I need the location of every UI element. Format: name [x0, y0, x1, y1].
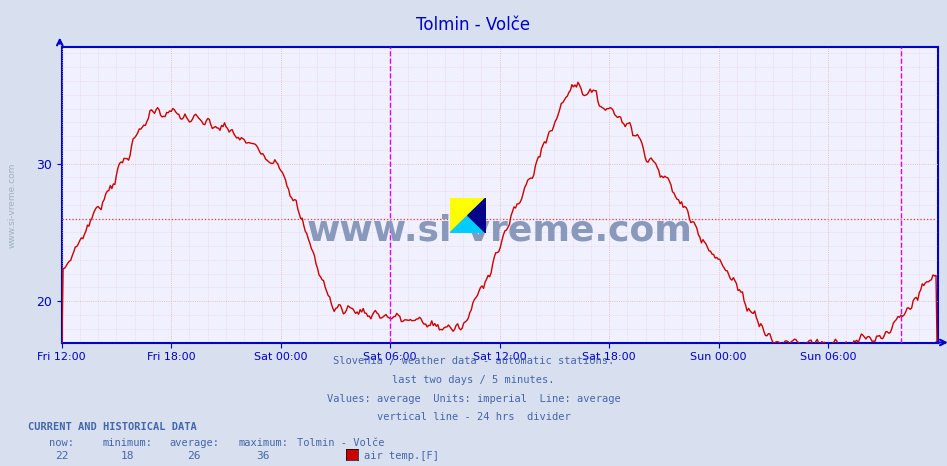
Text: Values: average  Units: imperial  Line: average: Values: average Units: imperial Line: av… — [327, 394, 620, 404]
Text: air temp.[F]: air temp.[F] — [364, 451, 438, 460]
Text: CURRENT AND HISTORICAL DATA: CURRENT AND HISTORICAL DATA — [28, 422, 197, 432]
Text: www.si-vreme.com: www.si-vreme.com — [307, 213, 692, 247]
Text: Tolmin - Volče: Tolmin - Volče — [297, 438, 384, 448]
Text: Slovenia / weather data - automatic stations.: Slovenia / weather data - automatic stat… — [333, 356, 614, 366]
Polygon shape — [450, 198, 486, 233]
Text: vertical line - 24 hrs  divider: vertical line - 24 hrs divider — [377, 412, 570, 422]
Text: last two days / 5 minutes.: last two days / 5 minutes. — [392, 375, 555, 385]
Text: www.si-vreme.com: www.si-vreme.com — [8, 162, 17, 248]
Text: maximum:: maximum: — [239, 438, 288, 448]
Text: minimum:: minimum: — [103, 438, 152, 448]
Text: 18: 18 — [121, 451, 134, 460]
Text: Tolmin - Volče: Tolmin - Volče — [417, 16, 530, 34]
Text: average:: average: — [170, 438, 219, 448]
Text: 22: 22 — [55, 451, 68, 460]
Text: 36: 36 — [257, 451, 270, 460]
Text: 26: 26 — [188, 451, 201, 460]
Text: now:: now: — [49, 438, 74, 448]
Polygon shape — [468, 198, 486, 233]
Polygon shape — [450, 198, 486, 233]
